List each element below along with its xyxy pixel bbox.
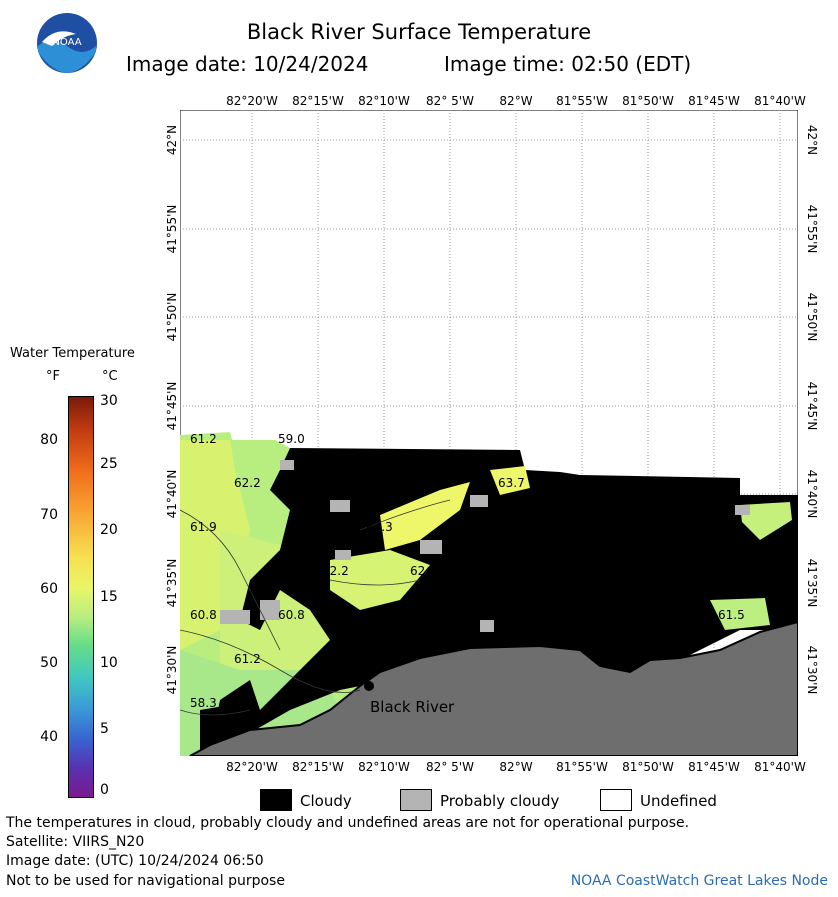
lon-label: 82°W [499,94,533,108]
lat-label: 41°50'N [805,292,819,342]
image-date: Image date: 10/24/2024 [126,52,369,76]
undefined-label: Undefined [640,792,717,810]
lon-label: 81°45'W [688,94,740,108]
cloudy-label: Cloudy [300,792,352,810]
tick-c: 30 [100,393,118,409]
lon-label: 81°55'W [556,94,608,108]
temp-label: 61.2 [234,652,261,666]
lon-label: 82°15'W [292,94,344,108]
undefined-swatch [600,789,632,811]
tick-c: 20 [100,522,118,538]
probably-cloudy-label: Probably cloudy [440,792,560,810]
lon-label: 82°10'W [358,760,410,774]
lon-label: 82°20'W [226,760,278,774]
temp-label: 60.8 [190,608,217,622]
tick-c: 25 [100,456,118,472]
page-title: Black River Surface Temperature [246,20,592,44]
temp-label: 61.7 [498,564,525,578]
lat-label: 41°45'N [165,381,179,431]
lat-label: 41°40'N [165,469,179,519]
lon-label: 82° 5'W [426,94,474,108]
tick-c: 0 [100,782,109,798]
land-area [189,620,799,757]
temp-label: 62.2 [234,476,261,490]
lon-label: 81°45'W [688,760,740,774]
tick-c: 5 [100,721,109,737]
legend-title: Water Temperature [10,346,135,361]
legend-unit-c: °C [102,369,118,384]
temp-label: 63.0 [454,520,481,534]
lon-label: 82°10'W [358,94,410,108]
lon-label: 82°15'W [292,760,344,774]
temp-label: 61.5 [322,652,349,666]
lat-label: 41°35'N [165,558,179,608]
lon-label: 82° 5'W [426,760,474,774]
lon-label: 81°40'W [754,760,806,774]
tick-f: 70 [40,507,58,523]
temp-label: 61.5 [718,608,745,622]
tick-f: 50 [40,655,58,671]
temp-label: 59.0 [278,432,305,446]
colorbar [68,396,94,798]
tick-f: 60 [40,581,58,597]
noaa-logo-icon: NOAA [37,13,97,73]
lat-label: 41°55'N [805,204,819,254]
logo-text: NOAA [52,37,81,48]
lon-label: 82°W [499,760,533,774]
lon-label: 81°50'W [622,94,674,108]
lat-label: 41°30'N [805,645,819,695]
lat-label: 41°30'N [165,645,179,695]
lon-label: 81°40'W [754,94,806,108]
map-panel[interactable]: 61.2 59.0 62.2 63.7 61.9 62.3 63.0 62.2 … [179,109,799,757]
temp-label: 58.3 [190,696,217,710]
legend-unit-f: °F [46,369,60,384]
temp-label: 62.6 [410,564,437,578]
utc-date-text: Image date: (UTC) 10/24/2024 06:50 [6,853,264,869]
lon-label: 82°20'W [226,94,278,108]
probably-cloudy-swatch [400,789,432,811]
temp-label: 61.9 [190,520,217,534]
lat-label: 41°45'N [805,381,819,431]
lat-label: 42°N [165,124,179,156]
lat-label: 41°50'N [165,292,179,342]
lon-label: 81°50'W [622,760,674,774]
tick-c: 15 [100,589,118,605]
temp-label: 63.7 [498,476,525,490]
temp-label: 60.8 [366,608,393,622]
lat-label: 41°40'N [805,469,819,519]
tick-f: 40 [40,729,58,745]
lon-label: 81°55'W [556,760,608,774]
lat-label: 41°35'N [805,558,819,608]
tick-c: 10 [100,655,118,671]
disclaimer-text: The temperatures in cloud, probably clou… [6,815,690,831]
satellite-text: Satellite: VIIRS_N20 [6,834,145,850]
isotherms [179,499,451,716]
navigation-note: Not to be used for navigational purpose [6,873,285,889]
lat-label: 41°55'N [165,204,179,254]
temp-label: 62.3 [366,520,393,534]
black-river-marker [364,681,374,691]
lat-label: 42°N [805,124,819,156]
cloudy-swatch [260,789,292,811]
image-time: Image time: 02:50 (EDT) [444,52,692,76]
temp-label: 61.2 [190,432,217,446]
black-river-label: Black River [370,698,455,716]
temp-label: 62.2 [322,564,349,578]
temperature-map [179,109,799,757]
noaa-logo: NOAA [36,12,98,74]
tick-f: 80 [40,432,58,448]
temp-label: 60.8 [278,608,305,622]
credit-link[interactable]: NOAA CoastWatch Great Lakes Node [570,873,828,889]
